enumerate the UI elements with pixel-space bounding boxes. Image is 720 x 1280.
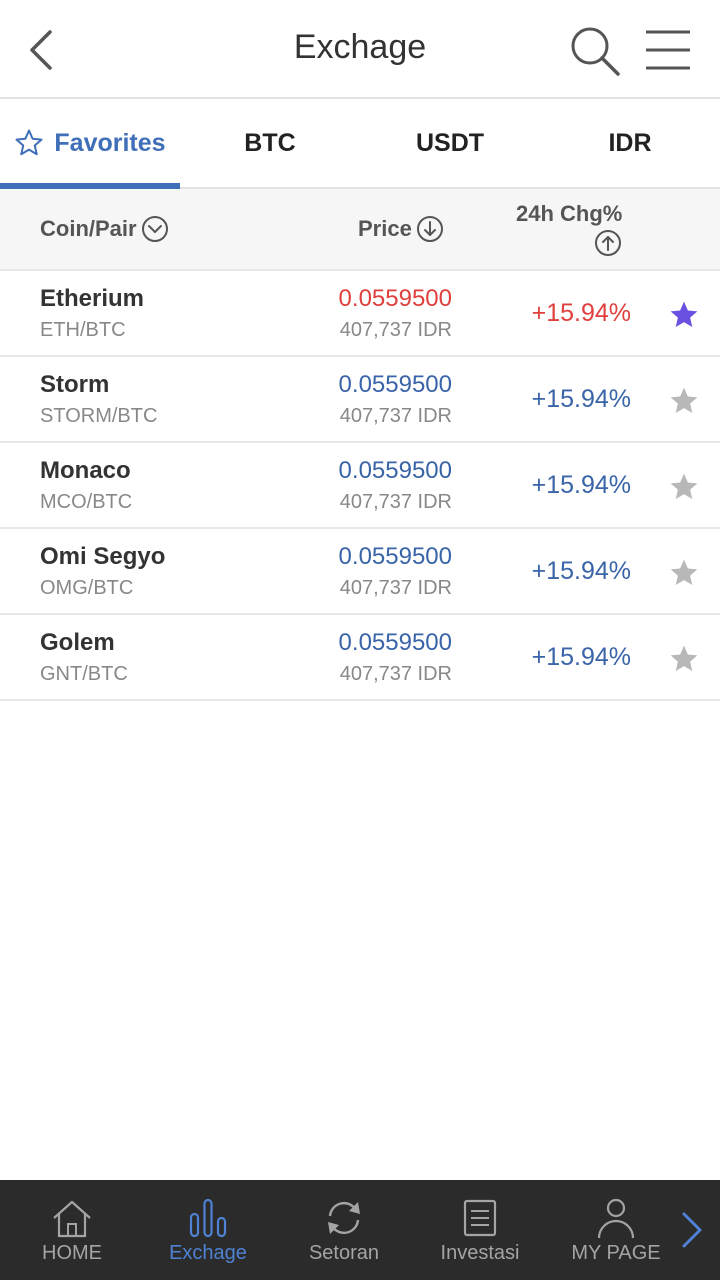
coin-name: Golem (40, 629, 115, 656)
coin-name: Etherium (40, 285, 145, 312)
star-outline-icon (15, 129, 43, 156)
document-icon (463, 1199, 497, 1237)
column-label-change: 24h Chg% (516, 201, 623, 226)
coin-change: +15.94% (531, 299, 631, 327)
sort-coin-pair[interactable]: Coin/Pair (40, 215, 169, 243)
favorite-star-icon[interactable] (668, 643, 700, 675)
coin-change: +15.94% (531, 643, 631, 671)
nav-my-page[interactable]: MY PAGE (548, 1180, 684, 1280)
market-tabs: Favorites BTC USDT IDR (0, 99, 720, 189)
home-icon (53, 1200, 91, 1238)
sort-price[interactable]: Price (358, 215, 444, 243)
chevron-right-icon[interactable] (676, 1210, 706, 1250)
coin-pair: OMG/BTC (40, 577, 134, 599)
coin-price-idr: 407,737 IDR (339, 491, 452, 513)
table-row[interactable]: Golem GNT/BTC 0.0559500 407,737 IDR +15.… (0, 615, 720, 701)
coin-name: Monaco (40, 457, 131, 484)
coin-name: Omi Segyo (40, 543, 166, 570)
arrow-down-circle-icon (416, 216, 443, 242)
coin-name: Storm (40, 371, 110, 398)
coin-change: +15.94% (531, 471, 631, 499)
coin-price: 0.0559500 (338, 371, 452, 398)
sort-change[interactable]: 24h Chg% (516, 201, 622, 257)
tab-idr[interactable]: IDR (540, 99, 720, 187)
coin-change: +15.94% (531, 385, 631, 413)
coin-price-idr: 407,737 IDR (339, 319, 452, 341)
coin-pair: GNT/BTC (40, 663, 128, 685)
column-label-coin-pair: Coin/Pair (40, 216, 137, 241)
tab-label: Favorites (54, 128, 166, 157)
table-row[interactable]: Monaco MCO/BTC 0.0559500 407,737 IDR +15… (0, 443, 720, 529)
nav-label: Investasi (440, 1242, 520, 1264)
table-row[interactable]: Omi Segyo OMG/BTC 0.0559500 407,737 IDR … (0, 529, 720, 615)
coin-change: +15.94% (531, 557, 631, 585)
tab-btc[interactable]: BTC (180, 99, 360, 187)
tab-label: BTC (244, 128, 296, 157)
nav-investasi[interactable]: Investasi (412, 1180, 548, 1280)
arrow-up-circle-icon (595, 230, 622, 256)
coin-list: Etherium ETH/BTC 0.0559500 407,737 IDR +… (0, 271, 720, 701)
favorite-star-icon[interactable] (668, 557, 700, 589)
tab-usdt[interactable]: USDT (360, 99, 540, 187)
nav-home[interactable]: HOME (4, 1180, 140, 1280)
favorite-star-icon[interactable] (668, 299, 700, 331)
refresh-icon (328, 1201, 360, 1235)
coin-pair: MCO/BTC (40, 491, 133, 513)
column-header: Coin/Pair Price 24h Chg% (0, 189, 720, 271)
favorite-star-icon[interactable] (668, 385, 700, 417)
coin-pair: ETH/BTC (40, 319, 126, 341)
nav-label: Exchage (169, 1242, 247, 1264)
app-header: Exchage (0, 0, 720, 99)
tab-label: IDR (608, 128, 652, 157)
nav-label: Setoran (308, 1242, 380, 1264)
favorite-star-icon[interactable] (668, 471, 700, 503)
coin-pair: STORM/BTC (40, 405, 158, 427)
coin-price: 0.0559500 (338, 457, 452, 484)
nav-exchage[interactable]: Exchage (140, 1180, 276, 1280)
bottom-nav: HOME Exchage Setoran Investasi (0, 1180, 720, 1280)
coin-price-idr: 407,737 IDR (339, 577, 452, 599)
chevron-left-icon[interactable] (20, 26, 60, 74)
chevron-down-circle-icon (141, 216, 168, 242)
hamburger-menu-icon[interactable] (642, 26, 694, 74)
nav-label: HOME (42, 1242, 102, 1264)
coin-price: 0.0559500 (338, 285, 452, 312)
coin-price: 0.0559500 (338, 543, 452, 570)
coin-price: 0.0559500 (338, 629, 452, 656)
nav-label: MY PAGE (571, 1242, 661, 1264)
search-icon[interactable] (568, 24, 622, 78)
tab-favorites[interactable]: Favorites (0, 99, 180, 189)
column-label-price: Price (358, 216, 412, 241)
tab-label: USDT (415, 128, 485, 157)
table-row[interactable]: Storm STORM/BTC 0.0559500 407,737 IDR +1… (0, 357, 720, 443)
coin-price-idr: 407,737 IDR (339, 405, 452, 427)
table-row[interactable]: Etherium ETH/BTC 0.0559500 407,737 IDR +… (0, 271, 720, 357)
page-title: Exchage (293, 28, 427, 66)
bar-chart-icon (189, 1198, 227, 1238)
nav-setoran[interactable]: Setoran (276, 1180, 412, 1280)
coin-price-idr: 407,737 IDR (339, 663, 452, 685)
user-icon (597, 1198, 635, 1239)
